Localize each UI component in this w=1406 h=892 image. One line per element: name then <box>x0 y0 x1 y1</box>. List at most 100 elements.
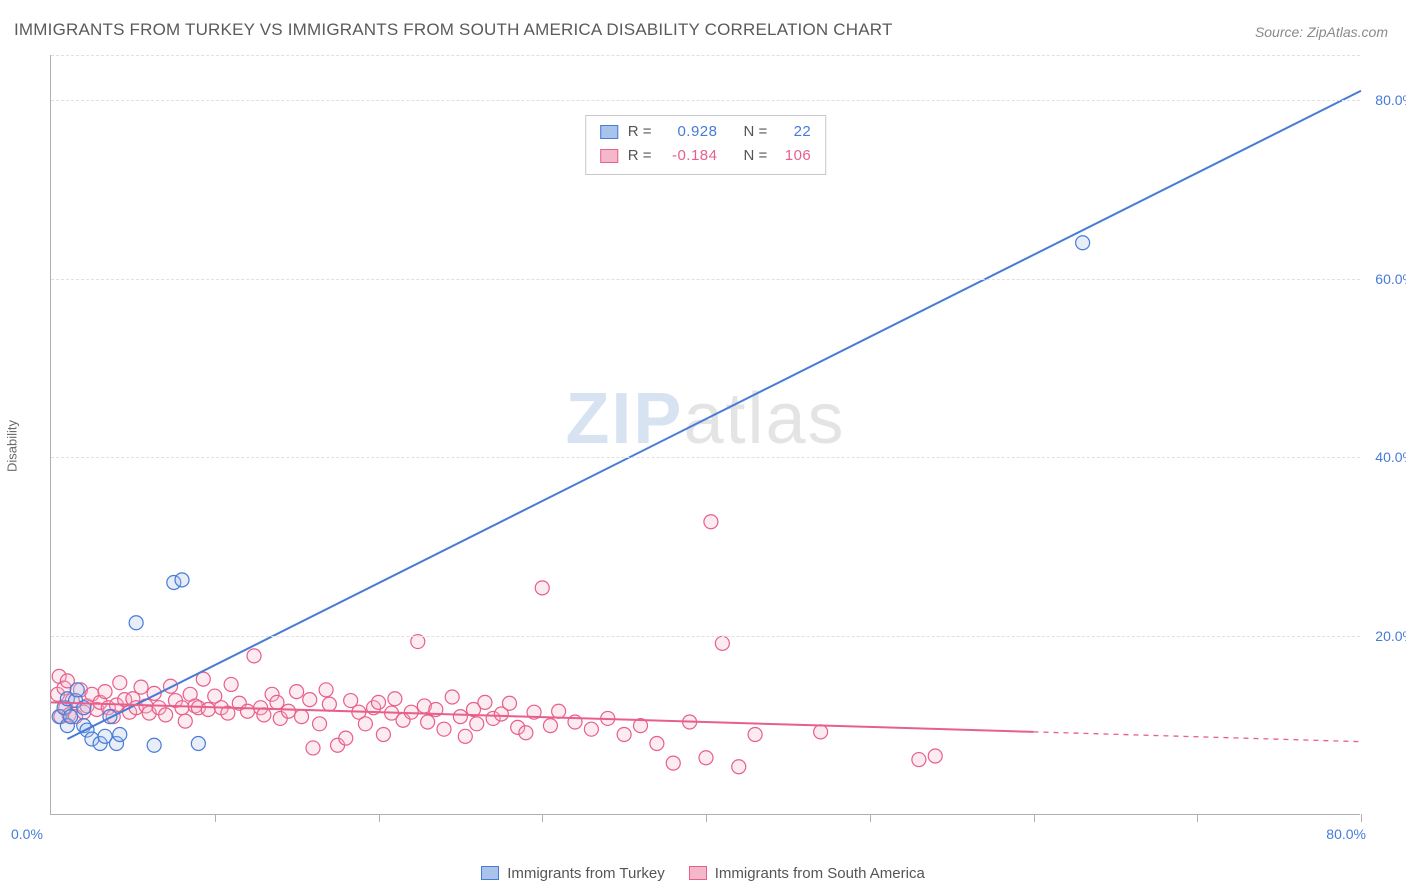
y-tick-label: 80.0% <box>1365 92 1406 108</box>
scatter-point <box>543 719 557 733</box>
scatter-point <box>928 749 942 763</box>
stats-box: R =0.928N =22R =-0.184N =106 <box>585 115 827 175</box>
chart-title: IMMIGRANTS FROM TURKEY VS IMMIGRANTS FRO… <box>14 20 893 40</box>
r-label: R = <box>628 120 652 144</box>
scatter-point <box>503 696 517 710</box>
scatter-point <box>552 704 566 718</box>
scatter-point <box>134 680 148 694</box>
n-label: N = <box>744 120 768 144</box>
scatter-point <box>175 573 189 587</box>
scatter-point <box>1076 236 1090 250</box>
scatter-point <box>376 728 390 742</box>
scatter-point <box>339 731 353 745</box>
scatter-point <box>704 515 718 529</box>
legend-item: Immigrants from South America <box>689 865 925 882</box>
scatter-point <box>303 693 317 707</box>
scatter-point <box>295 710 309 724</box>
y-tick-label: 60.0% <box>1365 271 1406 287</box>
x-end-label: 80.0% <box>1326 826 1366 842</box>
stats-row: R =-0.184N =106 <box>600 144 812 168</box>
scatter-point <box>129 616 143 630</box>
scatter-point <box>224 677 238 691</box>
scatter-point <box>290 685 304 699</box>
x-tick <box>870 814 871 822</box>
legend-swatch <box>600 125 618 139</box>
regression-line <box>67 91 1361 739</box>
source-label: Source: ZipAtlas.com <box>1255 24 1388 40</box>
scatter-point <box>322 697 336 711</box>
scatter-point <box>732 760 746 774</box>
legend-item: Immigrants from Turkey <box>481 865 665 882</box>
scatter-point <box>257 708 271 722</box>
n-label: N = <box>744 144 768 168</box>
scatter-point <box>445 690 459 704</box>
plot-area: ZIPatlas R =0.928N =22R =-0.184N =106 0.… <box>50 55 1360 815</box>
x-tick <box>1034 814 1035 822</box>
scatter-point <box>159 708 173 722</box>
scatter-point <box>453 710 467 724</box>
scatter-point <box>113 728 127 742</box>
x-tick <box>542 814 543 822</box>
scatter-point <box>478 695 492 709</box>
scatter-point <box>306 741 320 755</box>
x-tick <box>1361 814 1362 822</box>
n-value: 106 <box>775 144 811 168</box>
scatter-point <box>650 736 664 750</box>
scatter-point <box>313 717 327 731</box>
stats-row: R = 0.928 N = 22 <box>600 120 812 144</box>
scatter-point <box>241 704 255 718</box>
scatter-point <box>358 717 372 731</box>
legend-label: Immigrants from Turkey <box>507 865 665 882</box>
grid-h <box>51 55 1360 56</box>
x-tick <box>379 814 380 822</box>
scatter-point <box>584 722 598 736</box>
scatter-point <box>98 685 112 699</box>
scatter-point <box>912 753 926 767</box>
y-tick-label: 40.0% <box>1365 449 1406 465</box>
scatter-point <box>281 704 295 718</box>
scatter-point <box>64 710 78 724</box>
scatter-point <box>178 714 192 728</box>
scatter-point <box>666 756 680 770</box>
scatter-point <box>147 738 161 752</box>
scatter-point <box>70 683 84 697</box>
scatter-point <box>699 751 713 765</box>
scatter-point <box>113 676 127 690</box>
scatter-point <box>814 725 828 739</box>
x-origin-label: 0.0% <box>11 826 43 842</box>
bottom-legend: Immigrants from Turkey Immigrants from So… <box>0 865 1406 885</box>
scatter-point <box>191 736 205 750</box>
scatter-point <box>270 695 284 709</box>
grid-h <box>51 100 1360 101</box>
regression-line <box>51 702 1034 732</box>
scatter-point <box>319 683 333 697</box>
scatter-point <box>535 581 549 595</box>
r-label: R = <box>628 144 652 168</box>
grid-h <box>51 457 1360 458</box>
legend-swatch <box>689 866 707 880</box>
scatter-point <box>458 729 472 743</box>
scatter-point <box>617 728 631 742</box>
n-value: 22 <box>775 120 811 144</box>
grid-h <box>51 279 1360 280</box>
y-axis-label: Disability <box>5 420 20 472</box>
legend-swatch <box>600 149 618 163</box>
scatter-point <box>372 695 386 709</box>
x-tick <box>1197 814 1198 822</box>
y-tick-label: 20.0% <box>1365 628 1406 644</box>
x-tick <box>215 814 216 822</box>
scatter-point <box>247 649 261 663</box>
regression-line-dashed <box>1034 732 1362 742</box>
scatter-point <box>748 728 762 742</box>
x-tick <box>706 814 707 822</box>
scatter-point <box>437 722 451 736</box>
grid-h <box>51 636 1360 637</box>
scatter-point <box>470 717 484 731</box>
scatter-point <box>175 701 189 715</box>
scatter-point <box>421 715 435 729</box>
scatter-point <box>519 726 533 740</box>
r-value: 0.928 <box>660 120 718 144</box>
legend-label: Immigrants from South America <box>715 865 925 882</box>
scatter-point <box>715 636 729 650</box>
scatter-point <box>388 692 402 706</box>
